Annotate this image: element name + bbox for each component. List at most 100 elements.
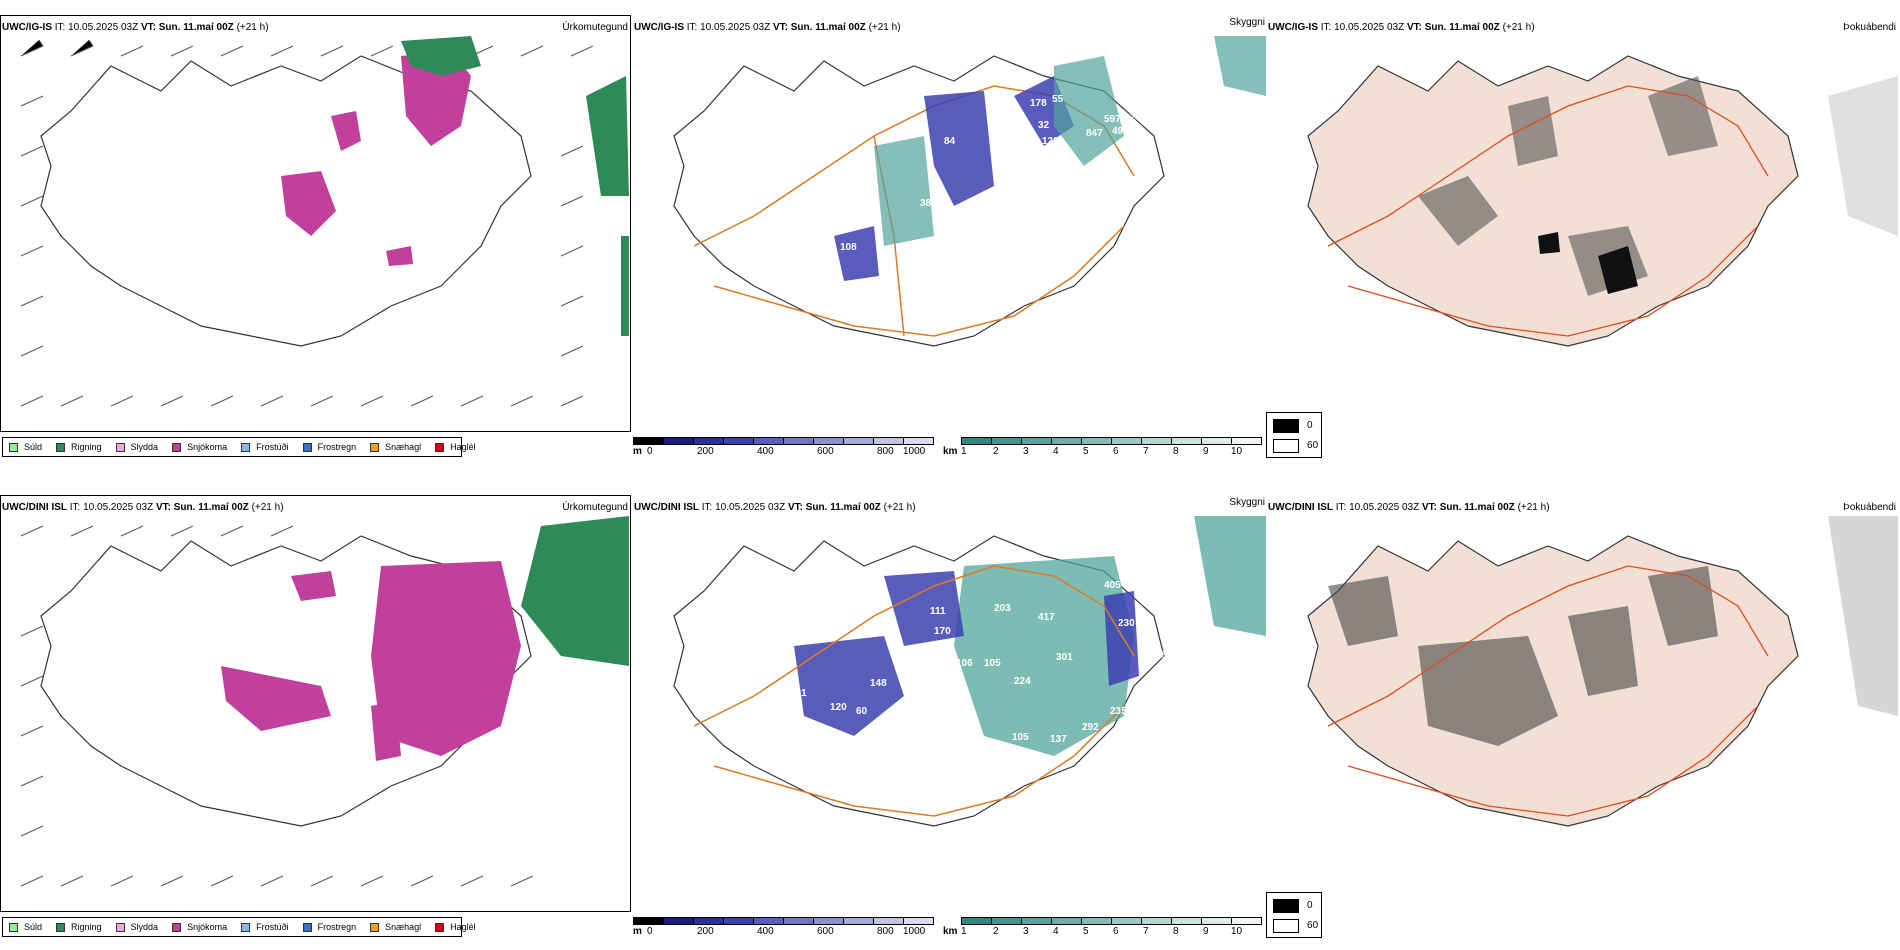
vis-label: 105: [1012, 732, 1029, 743]
panel-title-vis: UWC/IG-IS IT: 10.05.2025 03Z VT: Sun. 11…: [634, 22, 901, 33]
colorbar-tick: 800: [877, 446, 894, 457]
panel-name-vis: Skyggni: [1229, 497, 1265, 508]
panel-title-vis: UWC/DINI ISL IT: 10.05.2025 03Z VT: Sun.…: [634, 502, 916, 513]
colorbar-tick: 2: [993, 926, 999, 937]
cloud-base-colorbar: m 0 200 400 600 800 1000: [633, 917, 939, 941]
panel-name-fog: Þokuábendi: [1843, 502, 1896, 513]
vis-label: 137: [1050, 734, 1067, 745]
vis-label: 498: [1112, 126, 1129, 137]
vis-label: 53: [926, 378, 938, 389]
row-2: UWC/DINI ISL IT: 10.05.2025 03Z VT: Sun.…: [0, 480, 1900, 950]
colorbar-unit: km: [943, 926, 958, 937]
vis-label: 380: [920, 198, 937, 209]
vis-label: 178: [1030, 98, 1047, 109]
vis-label: 125: [1012, 264, 1029, 275]
vis-label: 108: [804, 600, 821, 611]
colorbar-tick: 200: [697, 926, 714, 937]
offshore-fog: [1828, 76, 1898, 236]
legend-item-3: Snjókoma: [172, 922, 227, 932]
vis-label: 32: [1038, 120, 1050, 131]
panel-title-precip: UWC/DINI ISL IT: 10.05.2025 03Z VT: Sun.…: [2, 502, 284, 513]
vis-label: 84: [944, 136, 956, 147]
vis-label: 203: [994, 603, 1011, 614]
colorbar-tick: 5: [1083, 446, 1089, 457]
legend-item-7: Haglél: [435, 442, 476, 452]
roads: [1327, 85, 1769, 337]
vis-label: 346: [1058, 188, 1075, 199]
visibility-colorbar: km 1 2 3 4 5 6 7 8 9 10: [943, 917, 1263, 941]
vis-label: 55: [1052, 94, 1064, 105]
colorbar-tick: 8: [1173, 926, 1179, 937]
vis-label: 405: [1104, 580, 1121, 591]
precip-map-frame: [0, 15, 631, 432]
vis-label: 92: [904, 384, 916, 395]
offshore-fog: [1828, 516, 1898, 716]
vis-label: 101: [790, 688, 807, 699]
vis-label: 108: [840, 242, 857, 253]
colorbar-tick: 7: [1143, 446, 1149, 457]
colorbar-tick: 800: [877, 926, 894, 937]
colorbar-tick: 4: [1053, 446, 1059, 457]
legend-item-0: Súld: [9, 442, 42, 452]
fog-map: [1307, 516, 1898, 827]
colorbar-unit: m: [633, 926, 642, 937]
vis-label: 230: [1118, 618, 1135, 629]
panel-name-vis: Skyggni: [1229, 17, 1265, 28]
low-cloud-areas: [794, 571, 1139, 736]
rain-areas: [521, 516, 629, 666]
vis-labels: 178 55 32 597 259 847 498 84 128 235 346…: [818, 94, 1147, 395]
fog-key-label: 60: [1307, 440, 1319, 451]
vis-label: 120: [830, 702, 847, 713]
vis-label: 111: [930, 606, 946, 617]
colorbar-tick: 6: [1113, 926, 1119, 937]
panel-title-precip: UWC/IG-IS IT: 10.05.2025 03Z VT: Sun. 11…: [2, 22, 269, 33]
colorbar-tick: 1000: [903, 446, 926, 457]
panel-name-precip: Úrkomutegund: [562, 502, 628, 513]
vis-label: 597: [1104, 114, 1121, 125]
precip-map-frame: [0, 495, 631, 912]
wind-barbs: [20, 525, 534, 887]
colorbar-tick: 5: [1083, 926, 1089, 937]
colorbar-tick: 10: [1231, 926, 1243, 937]
row-1: UWC/IG-IS IT: 10.05.2025 03Z VT: Sun. 11…: [0, 0, 1900, 470]
vis-areas: [874, 36, 1266, 246]
colorbar-tick: 10: [1231, 446, 1243, 457]
panel-name-precip: Úrkomutegund: [562, 22, 628, 33]
colorbar-tick: 9: [1203, 926, 1209, 937]
precip-map: [20, 36, 629, 407]
vis-label: 170: [934, 626, 951, 637]
colorbar-tick: 1: [961, 926, 967, 937]
colorbar-tick: 400: [757, 446, 774, 457]
colorbar-tick: 400: [757, 926, 774, 937]
precip-legend: Súld Rigning Slydda Snjókoma Frostúði Fr…: [2, 917, 476, 937]
colorbar-unit: km: [943, 446, 958, 457]
colorbar-tick: 2: [993, 446, 999, 457]
panel-title-fog: UWC/DINI ISL IT: 10.05.2025 03Z VT: Sun.…: [1268, 502, 1550, 513]
panel-name-fog: Þokuábendi: [1843, 22, 1896, 33]
colorbar-tick: 0: [647, 926, 653, 937]
vis-label: 55: [926, 854, 938, 865]
cloud-base-colorbar: m 0 200 400 600 800 1000: [633, 437, 939, 461]
vis-label: 380: [1138, 718, 1155, 729]
fog-key-label: 60: [1307, 920, 1319, 931]
fog-key: 0 60: [1266, 892, 1322, 938]
legend-item-1: Rigning: [56, 922, 102, 932]
colorbar-tick: 8: [1173, 446, 1179, 457]
vis-label: 86: [906, 858, 918, 869]
legend-item-7: Haglél: [435, 922, 476, 932]
colorbar-unit: m: [633, 446, 642, 457]
precip-map: [20, 516, 629, 887]
colorbar-tick: 1000: [903, 926, 926, 937]
colorbar-tick: 7: [1143, 926, 1149, 937]
rain-areas: [401, 36, 629, 336]
legend-item-5: Frostregn: [302, 442, 356, 452]
vis-label: 150: [770, 588, 787, 599]
vis-label: 301: [1056, 652, 1073, 663]
visibility-map: 178 55 32 597 259 847 498 84 128 235 346…: [673, 36, 1266, 395]
colorbar-tick: 3: [1023, 926, 1029, 937]
fog-map: [1307, 55, 1898, 347]
vis-label: 847: [1086, 128, 1103, 139]
legend-item-3: Snjókoma: [172, 442, 227, 452]
vis-label: 190: [990, 754, 1007, 765]
legend-item-5: Frostregn: [302, 922, 356, 932]
